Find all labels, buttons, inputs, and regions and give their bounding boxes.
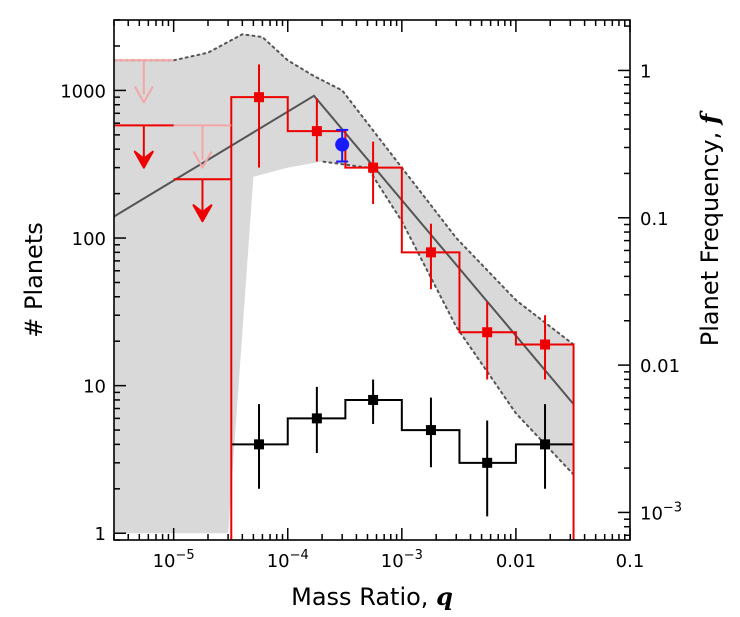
confidence-band-upper-edge xyxy=(114,33,575,346)
detected-point xyxy=(540,439,551,450)
x-tick-label: 0.1 xyxy=(616,551,645,572)
x-tick-label: 10−4 xyxy=(267,548,309,572)
y2-axis-symbol: f xyxy=(695,110,724,126)
confidence-band-lower-edge xyxy=(321,160,575,476)
planet-distribution-point xyxy=(540,339,551,350)
planet-distribution-point xyxy=(425,247,436,258)
x-tick-label: 10−3 xyxy=(381,548,423,572)
y2-tick-label: 0.01 xyxy=(640,356,680,377)
y2-axis-label: Planet Frequency, f xyxy=(695,110,724,346)
confidence-band xyxy=(114,34,574,534)
plot-frame xyxy=(113,19,631,541)
faint-upper-limit-arrow-head xyxy=(192,151,213,169)
y-axis-label: # Planets xyxy=(20,222,48,337)
upper-limit-arrow-head xyxy=(192,204,213,223)
power-law-fit-line xyxy=(114,94,575,405)
y-tick-label: 10 xyxy=(83,377,106,398)
detected-point xyxy=(254,439,265,450)
x-tick-label: 10−5 xyxy=(153,548,195,572)
y-tick-label: 1 xyxy=(95,524,106,545)
upper-limit-arrow-head xyxy=(133,150,154,169)
y2-tick-label: 0.1 xyxy=(640,209,669,230)
faint-upper-limit-arrow-head xyxy=(133,85,154,104)
x-axis-label: Mass Ratio, q xyxy=(291,582,453,611)
y-tick-label: 1000 xyxy=(60,81,106,102)
planet-distribution-point xyxy=(368,162,379,173)
detected-point xyxy=(482,457,493,468)
y2-tick-label: 10−3 xyxy=(640,500,682,524)
y2-tick-label: 1 xyxy=(640,61,651,82)
detected-point xyxy=(311,413,322,424)
planet-distribution-point xyxy=(482,327,493,338)
y-tick-label: 100 xyxy=(72,229,106,250)
detected-point xyxy=(425,425,436,436)
x-tick-label: 0.01 xyxy=(496,551,536,572)
detected-point xyxy=(368,394,379,405)
planet-distribution-point xyxy=(254,92,265,103)
planet-distribution-point xyxy=(311,126,322,137)
planet-distribution-histogram-steps xyxy=(230,96,575,540)
x-axis-symbol: q xyxy=(436,582,453,611)
detected-histogram-steps xyxy=(231,398,574,464)
measurement-point xyxy=(335,137,350,152)
